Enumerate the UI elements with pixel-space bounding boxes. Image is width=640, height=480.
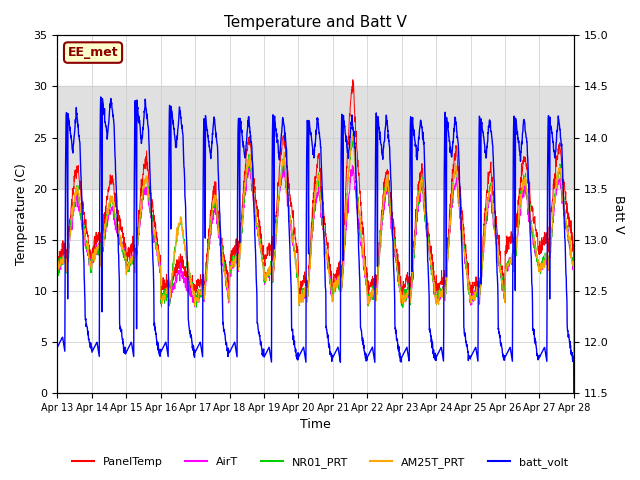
AirT [342, 232, 349, 238]
PanelTemp [570, 390, 578, 396]
batt_volt [570, 390, 578, 396]
NR01_PRT [570, 390, 578, 396]
NR01_PRT [539, 260, 547, 265]
AM25T_PRT [330, 286, 338, 291]
PanelTemp [198, 287, 205, 292]
Y-axis label: Batt V: Batt V [612, 195, 625, 234]
AM25T_PRT [539, 264, 547, 269]
PanelTemp [539, 238, 547, 244]
batt_volt [97, 94, 104, 100]
AirT [525, 217, 532, 223]
NR01_PRT [330, 285, 338, 290]
batt_volt [525, 176, 532, 182]
AirT [198, 294, 205, 300]
AirT [331, 287, 339, 292]
AM25T_PRT [466, 287, 474, 293]
Line: PanelTemp: PanelTemp [58, 80, 574, 393]
PanelTemp [54, 251, 61, 256]
batt_volt [198, 348, 205, 354]
AirT [539, 266, 547, 272]
PanelTemp [466, 281, 474, 287]
PanelTemp [349, 77, 356, 83]
AirT [466, 291, 474, 297]
Line: NR01_PRT: NR01_PRT [58, 133, 574, 393]
Y-axis label: Temperature (C): Temperature (C) [15, 163, 28, 265]
NR01_PRT [54, 269, 61, 275]
AirT [54, 271, 61, 277]
AM25T_PRT [525, 196, 532, 202]
batt_volt [466, 354, 474, 360]
PanelTemp [525, 177, 532, 183]
Legend: PanelTemp, AirT, NR01_PRT, AM25T_PRT, batt_volt: PanelTemp, AirT, NR01_PRT, AM25T_PRT, ba… [68, 452, 572, 472]
AM25T_PRT [54, 267, 61, 273]
PanelTemp [342, 194, 349, 200]
Line: AM25T_PRT: AM25T_PRT [58, 134, 574, 393]
NR01_PRT [466, 291, 474, 297]
batt_volt [54, 344, 61, 350]
NR01_PRT [525, 205, 532, 211]
PanelTemp [330, 281, 338, 287]
batt_volt [342, 133, 349, 139]
AirT [246, 161, 254, 167]
batt_volt [539, 348, 547, 354]
AM25T_PRT [198, 291, 205, 297]
X-axis label: Time: Time [300, 419, 331, 432]
AM25T_PRT [570, 390, 578, 396]
Bar [58, 86, 574, 189]
AirT [570, 390, 578, 396]
AM25T_PRT [349, 131, 357, 137]
Title: Temperature and Batt V: Temperature and Batt V [224, 15, 407, 30]
Line: batt_volt: batt_volt [58, 97, 574, 393]
Line: AirT: AirT [58, 164, 574, 393]
batt_volt [331, 351, 339, 357]
NR01_PRT [342, 218, 349, 224]
Text: EE_met: EE_met [68, 46, 118, 59]
NR01_PRT [198, 288, 205, 294]
NR01_PRT [349, 131, 357, 136]
AM25T_PRT [342, 225, 349, 231]
